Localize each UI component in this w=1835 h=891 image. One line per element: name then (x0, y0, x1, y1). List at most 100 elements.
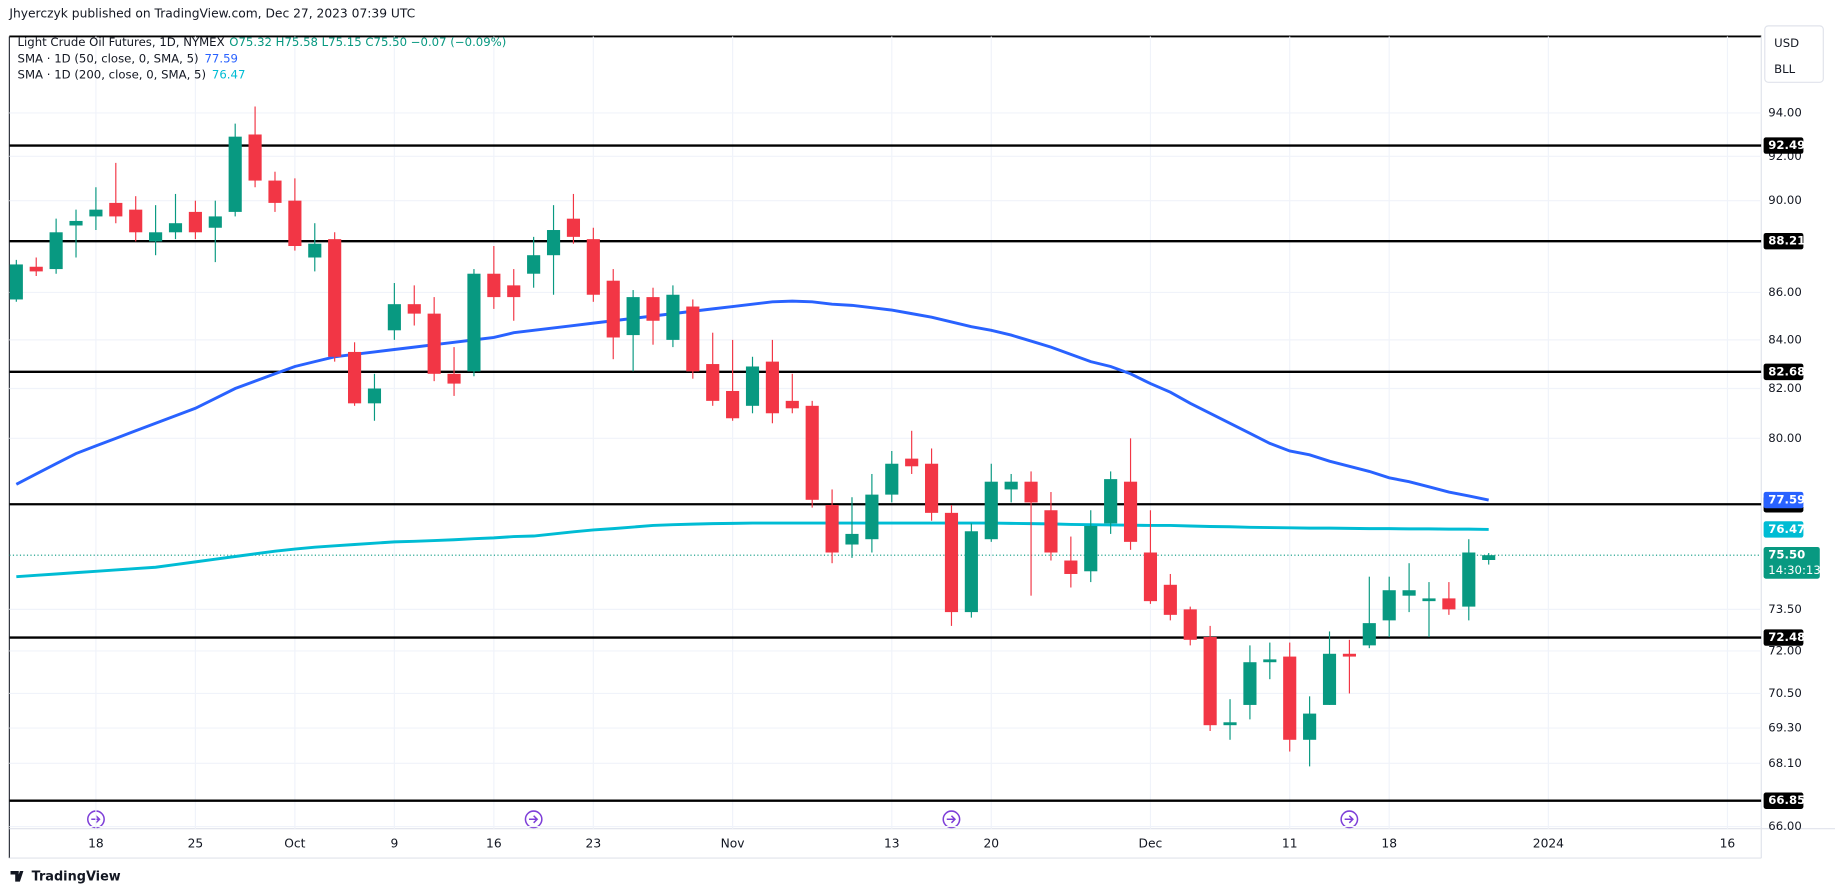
x-tick-label: 9 (390, 836, 398, 850)
candle-body (228, 136, 242, 212)
last-price-label: 75.50 (1768, 548, 1805, 562)
x-tick-label: 25 (188, 836, 204, 850)
candle-body (29, 266, 43, 272)
legend-name: SMA · 1D (200, close, 0, SMA, 5) (18, 68, 207, 82)
grid (9, 36, 1762, 829)
candle-body (188, 211, 202, 233)
candle-body (546, 230, 561, 256)
level-tag-text: 66.85 (1768, 793, 1805, 807)
legend-name: SMA · 1D (50, close, 0, SMA, 5) (18, 51, 199, 65)
event-icon[interactable] (524, 810, 543, 829)
unit: BLL (1774, 62, 1796, 76)
currency: USD (1774, 36, 1799, 50)
candle-body (89, 209, 103, 217)
candle-body (885, 463, 899, 495)
candle-body (905, 458, 919, 467)
candle-body (1382, 590, 1396, 621)
candle-body (1223, 722, 1237, 726)
candle-body (1362, 623, 1376, 646)
sma-tag-bg (1763, 491, 1804, 509)
candle-body (1462, 552, 1476, 607)
y-tick-label: 80.00 (1768, 431, 1801, 445)
candle-body (1123, 481, 1138, 542)
plot-area (9, 106, 1762, 802)
candle-body (1322, 653, 1337, 705)
level-tag-text: 72.48 (1768, 630, 1805, 644)
event-icon[interactable] (1340, 810, 1359, 829)
y-tick-label: 73.50 (1768, 602, 1801, 616)
candle-body (1203, 637, 1217, 726)
candle-body (1024, 481, 1038, 503)
candle-body (308, 243, 322, 258)
candle-body (1303, 713, 1317, 740)
candle-body (925, 463, 939, 513)
candle-body (407, 304, 421, 314)
candle-body (1104, 479, 1118, 524)
unit-box[interactable]: USD BLL (1764, 25, 1824, 83)
candle-body (1422, 598, 1436, 602)
candle-body (666, 294, 680, 340)
candle-body (1064, 560, 1078, 574)
event-icon[interactable] (942, 810, 961, 829)
candle-body (387, 304, 401, 331)
level-tag-bg (1763, 363, 1804, 381)
level-tag-text: 82.68 (1768, 364, 1805, 378)
candle-body (805, 405, 819, 500)
y-tick-label: 84.00 (1768, 332, 1801, 346)
candle-body (686, 306, 700, 372)
candle-body (348, 351, 362, 404)
y-tick-label: 72.00 (1768, 643, 1801, 657)
level-tag-text: 88.21 (1768, 234, 1805, 248)
last-price-tag-bg (1763, 546, 1820, 579)
x-tick-label: 23 (586, 836, 602, 850)
candle-body (527, 255, 541, 274)
candle-body (1044, 510, 1058, 553)
legend-ohlc: O75.32 H75.58 L75.15 C75.50 −0.07 (−0.09… (229, 35, 506, 49)
candle-body (745, 366, 760, 406)
level-tag-text: 92.49 (1768, 138, 1805, 152)
candle-body (248, 134, 262, 181)
y-tick-label: 86.00 (1768, 285, 1801, 299)
candle-body (467, 273, 481, 372)
candle-body (487, 273, 501, 298)
level-tag-bg (1763, 232, 1804, 250)
candle-body (566, 218, 581, 237)
candle-body (606, 280, 620, 338)
candle-body (49, 232, 63, 270)
legend: Light Crude Oil Futures, 1D, NYMEX O75.32… (18, 35, 507, 82)
candle-body (447, 373, 461, 384)
candle-body (109, 202, 123, 217)
candle-body (1183, 609, 1197, 640)
candle-body (646, 297, 660, 321)
candle-body (1442, 598, 1456, 610)
y-tick-label: 69.30 (1768, 721, 1801, 735)
legend-value: 77.59 (204, 51, 237, 65)
sma-tag: 76.47 (1763, 521, 1805, 538)
candle-body (964, 531, 978, 613)
level-tag-bg (1763, 629, 1804, 646)
candle-body (845, 533, 859, 545)
x-tick-label: 20 (983, 836, 999, 850)
candle-body (706, 364, 720, 401)
y-tick-label: 70.50 (1768, 686, 1801, 700)
candle-body (1004, 481, 1018, 490)
level-tag-bg (1763, 137, 1804, 154)
candle-body (1342, 653, 1356, 657)
sma-tag: 77.59 (1763, 491, 1805, 509)
x-tick-label: 18 (1381, 836, 1397, 850)
sma-tag-text: 77.59 (1768, 493, 1805, 507)
level-tag-bg (1763, 792, 1804, 809)
candle-body (208, 216, 222, 228)
y-tick-label: 94.00 (1768, 105, 1801, 119)
sma-tag-bg (1763, 521, 1804, 538)
candle-body (1084, 525, 1098, 572)
candle-body (726, 390, 740, 419)
candle-body (9, 264, 23, 300)
level-tag: 66.85 (1763, 792, 1805, 809)
x-tick-label: 16 (486, 836, 502, 850)
level-tag: 82.68 (1763, 363, 1805, 381)
legend-symbol: Light Crude Oil Futures, 1D, NYMEX (18, 35, 225, 49)
candle-body (1402, 590, 1416, 596)
level-tag: 88.21 (1763, 232, 1805, 250)
